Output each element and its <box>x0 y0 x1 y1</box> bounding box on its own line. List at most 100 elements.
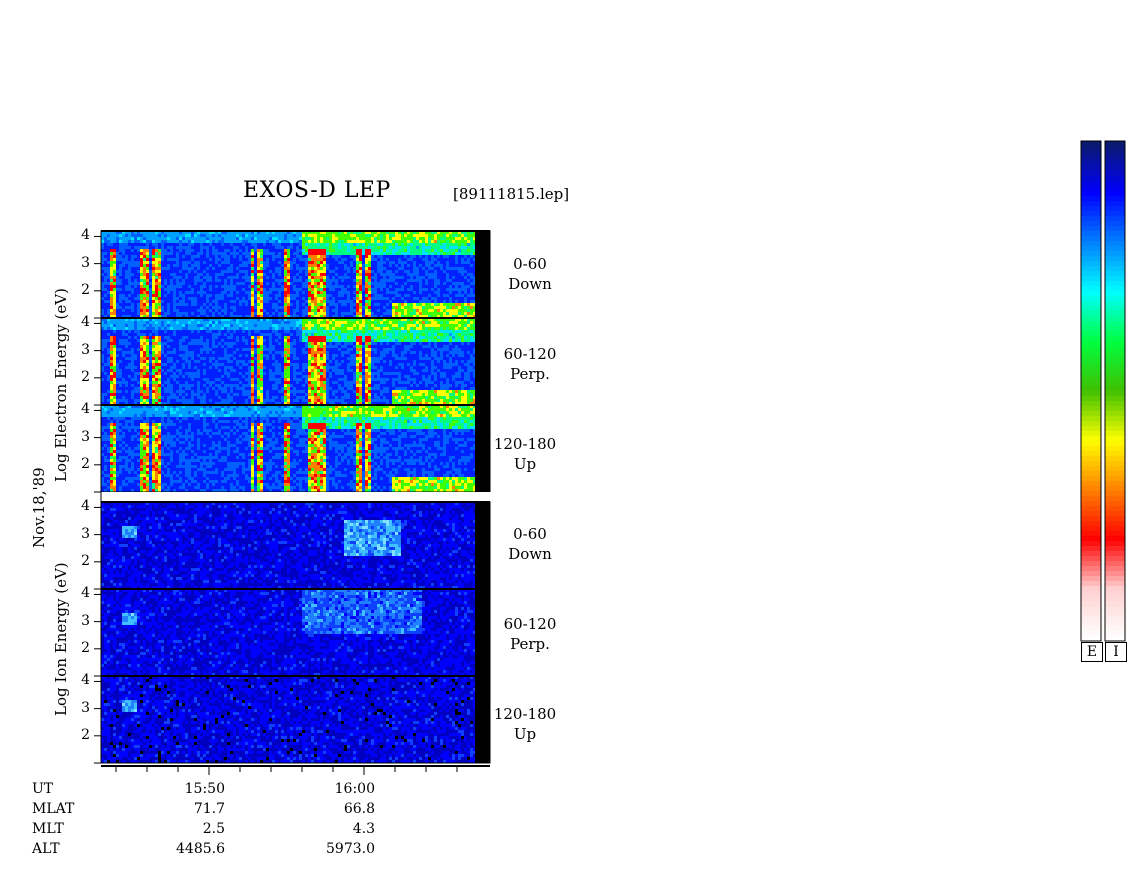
colorbar-e-segment <box>1081 441 1101 447</box>
colorbar-i-segment <box>1105 231 1125 237</box>
colorbar-e-segment <box>1081 426 1101 432</box>
colorbar-i-segment <box>1105 441 1125 447</box>
colorbar-i-segment <box>1105 421 1125 427</box>
ephem-alt-1: 4485.6 <box>155 841 225 857</box>
colorbar-i-segment <box>1105 471 1125 477</box>
colorbar-e-segment <box>1081 201 1101 207</box>
colorbar-e-segment <box>1081 546 1101 552</box>
colorbar-e-segment <box>1081 166 1101 172</box>
colorbar-i-segment <box>1105 446 1125 452</box>
colorbar-e-segment <box>1081 321 1101 327</box>
colorbar-e-segment <box>1081 621 1101 627</box>
colorbar-i-segment <box>1105 431 1125 437</box>
colorbar-e-segment <box>1081 416 1101 422</box>
spectrogram-panel-5 <box>101 589 476 676</box>
colorbar-e-segment <box>1081 336 1101 342</box>
y-tick-label: 3 <box>76 255 90 271</box>
colorbar-i-segment <box>1105 346 1125 352</box>
colorbar-i-segment <box>1105 386 1125 392</box>
colorbar-i-segment <box>1105 366 1125 372</box>
colorbar-e-segment <box>1081 561 1101 567</box>
colorbar-i-segment <box>1105 401 1125 407</box>
panel-edge <box>475 318 490 405</box>
colorbar-i-segment <box>1105 191 1125 197</box>
pitch-label: 60-120 <box>495 614 565 634</box>
colorbar-i-segment <box>1105 246 1125 252</box>
colorbar-i-segment <box>1105 276 1125 282</box>
colorbar-i-segment <box>1105 371 1125 377</box>
y-tick-label: 4 <box>76 401 90 417</box>
colorbar-e-segment <box>1081 301 1101 307</box>
colorbar-e-segment <box>1081 311 1101 317</box>
colorbar-i-segment <box>1105 361 1125 367</box>
colorbar-i-segment <box>1105 466 1125 472</box>
ephem-label-ut: UT <box>32 781 53 797</box>
colorbar-i-segment <box>1105 261 1125 267</box>
y-tick-label: 3 <box>76 342 90 358</box>
colorbar-e-segment <box>1081 206 1101 212</box>
colorbar-e-segment <box>1081 551 1101 557</box>
ephem-mlat-1: 71.7 <box>165 801 225 817</box>
pitch-label: 60-120 <box>495 344 565 364</box>
colorbar-i-segment <box>1105 181 1125 187</box>
colorbar-e-segment <box>1081 431 1101 437</box>
colorbar-i-segment <box>1105 161 1125 167</box>
colorbar-i-segment <box>1105 496 1125 502</box>
colorbar-e-segment <box>1081 141 1101 147</box>
colorbar-i-segment <box>1105 516 1125 522</box>
colorbar-e-segment <box>1081 366 1101 372</box>
pitch-label: 120-180 <box>490 704 560 724</box>
colorbar-i-segment <box>1105 201 1125 207</box>
colorbar-i-segment <box>1105 491 1125 497</box>
colorbar-e-segment <box>1081 596 1101 602</box>
colorbar-e-segment <box>1081 581 1101 587</box>
colorbar-e-segment <box>1081 291 1101 297</box>
colorbar-e-segment <box>1081 316 1101 322</box>
ephem-ut-1: 15:50 <box>165 781 225 797</box>
colorbar-i-segment <box>1105 356 1125 362</box>
channel-label-e3: 120-180 Up <box>490 434 560 474</box>
y-tick-label: 2 <box>76 727 90 743</box>
colorbar-e-segment <box>1081 231 1101 237</box>
colorbar-e-segment <box>1081 346 1101 352</box>
panel-edge <box>475 405 490 492</box>
colorbar-e-segment <box>1081 401 1101 407</box>
colorbar-e-segment <box>1081 236 1101 242</box>
colorbar-i-segment <box>1105 311 1125 317</box>
channel-label-i3: 120-180 Up <box>490 704 560 744</box>
colorbar-e-segment <box>1081 271 1101 277</box>
channel-label-i1: 0-60 Down <box>495 524 565 564</box>
colorbar-e-segment <box>1081 631 1101 637</box>
colorbar-e-segment <box>1081 571 1101 577</box>
colorbar-i-segment <box>1105 141 1125 147</box>
colorbar-i-segment <box>1105 526 1125 532</box>
colorbar-i-segment <box>1105 541 1125 547</box>
colorbar-e-segment <box>1081 186 1101 192</box>
colorbar-e-segment <box>1081 356 1101 362</box>
colorbar-i-segment <box>1105 341 1125 347</box>
y-tick-label: 3 <box>76 429 90 445</box>
colorbar-e-segment <box>1081 146 1101 152</box>
colorbar-e-segment <box>1081 461 1101 467</box>
direction-label: Down <box>495 274 565 294</box>
y-tick-label: 4 <box>76 672 90 688</box>
colorbar-i-segment <box>1105 256 1125 262</box>
colorbar-i-segment <box>1105 591 1125 597</box>
colorbar-i-segment <box>1105 351 1125 357</box>
colorbar-e-segment <box>1081 351 1101 357</box>
colorbar-e-segment <box>1081 391 1101 397</box>
colorbar-i-segment <box>1105 416 1125 422</box>
channel-label-i2: 60-120 Perp. <box>495 614 565 654</box>
colorbar-label-e: E <box>1081 642 1103 662</box>
colorbar-e-segment <box>1081 511 1101 517</box>
colorbar-i-segment <box>1105 206 1125 212</box>
y-tick-label: 4 <box>76 498 90 514</box>
colorbar-i-segment <box>1105 511 1125 517</box>
y-tick-label: 3 <box>76 613 90 629</box>
colorbar-i-segment <box>1105 571 1125 577</box>
colorbar-i-segment <box>1105 316 1125 322</box>
colorbar-i-segment <box>1105 456 1125 462</box>
colorbar-i-segment <box>1105 606 1125 612</box>
colorbar-e-segment <box>1081 496 1101 502</box>
colorbar-i-segment <box>1105 461 1125 467</box>
